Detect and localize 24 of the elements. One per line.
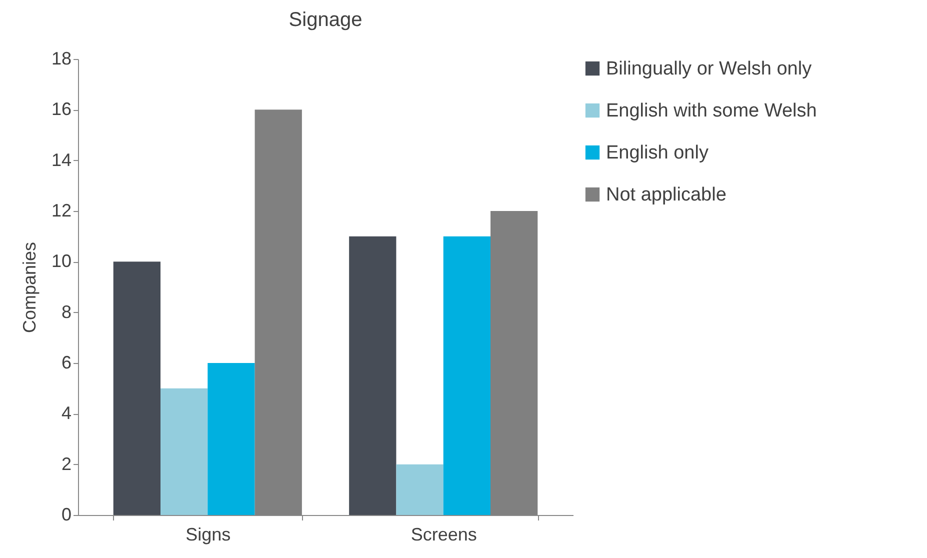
x-tick-label: Screens — [410, 524, 477, 544]
y-tick-label: 14 — [51, 150, 72, 170]
y-tick-label: 4 — [61, 403, 72, 424]
legend-label: English only — [606, 142, 709, 164]
y-tick-label: 10 — [51, 251, 72, 272]
bar — [443, 236, 490, 515]
y-tick-label: 12 — [51, 200, 72, 220]
legend-label: Not applicable — [606, 184, 726, 206]
legend-label: Bilingually or Welsh only — [606, 58, 812, 80]
y-tick-label: 0 — [61, 504, 72, 524]
y-tick-label: 8 — [61, 302, 72, 322]
y-tick-label: 6 — [61, 352, 72, 372]
y-tick-label: 2 — [61, 454, 72, 474]
bar — [396, 464, 444, 515]
chart-title: Signage — [288, 9, 362, 31]
bar — [160, 388, 208, 515]
y-tick-label: 16 — [51, 99, 72, 120]
bar — [208, 363, 255, 515]
y-tick-label: 18 — [51, 48, 72, 68]
x-tick-label: Signs — [186, 524, 231, 544]
bar — [349, 236, 396, 515]
bar — [113, 262, 160, 515]
y-axis-title: Companies — [19, 242, 40, 334]
legend-label: English with some Welsh — [606, 100, 817, 122]
